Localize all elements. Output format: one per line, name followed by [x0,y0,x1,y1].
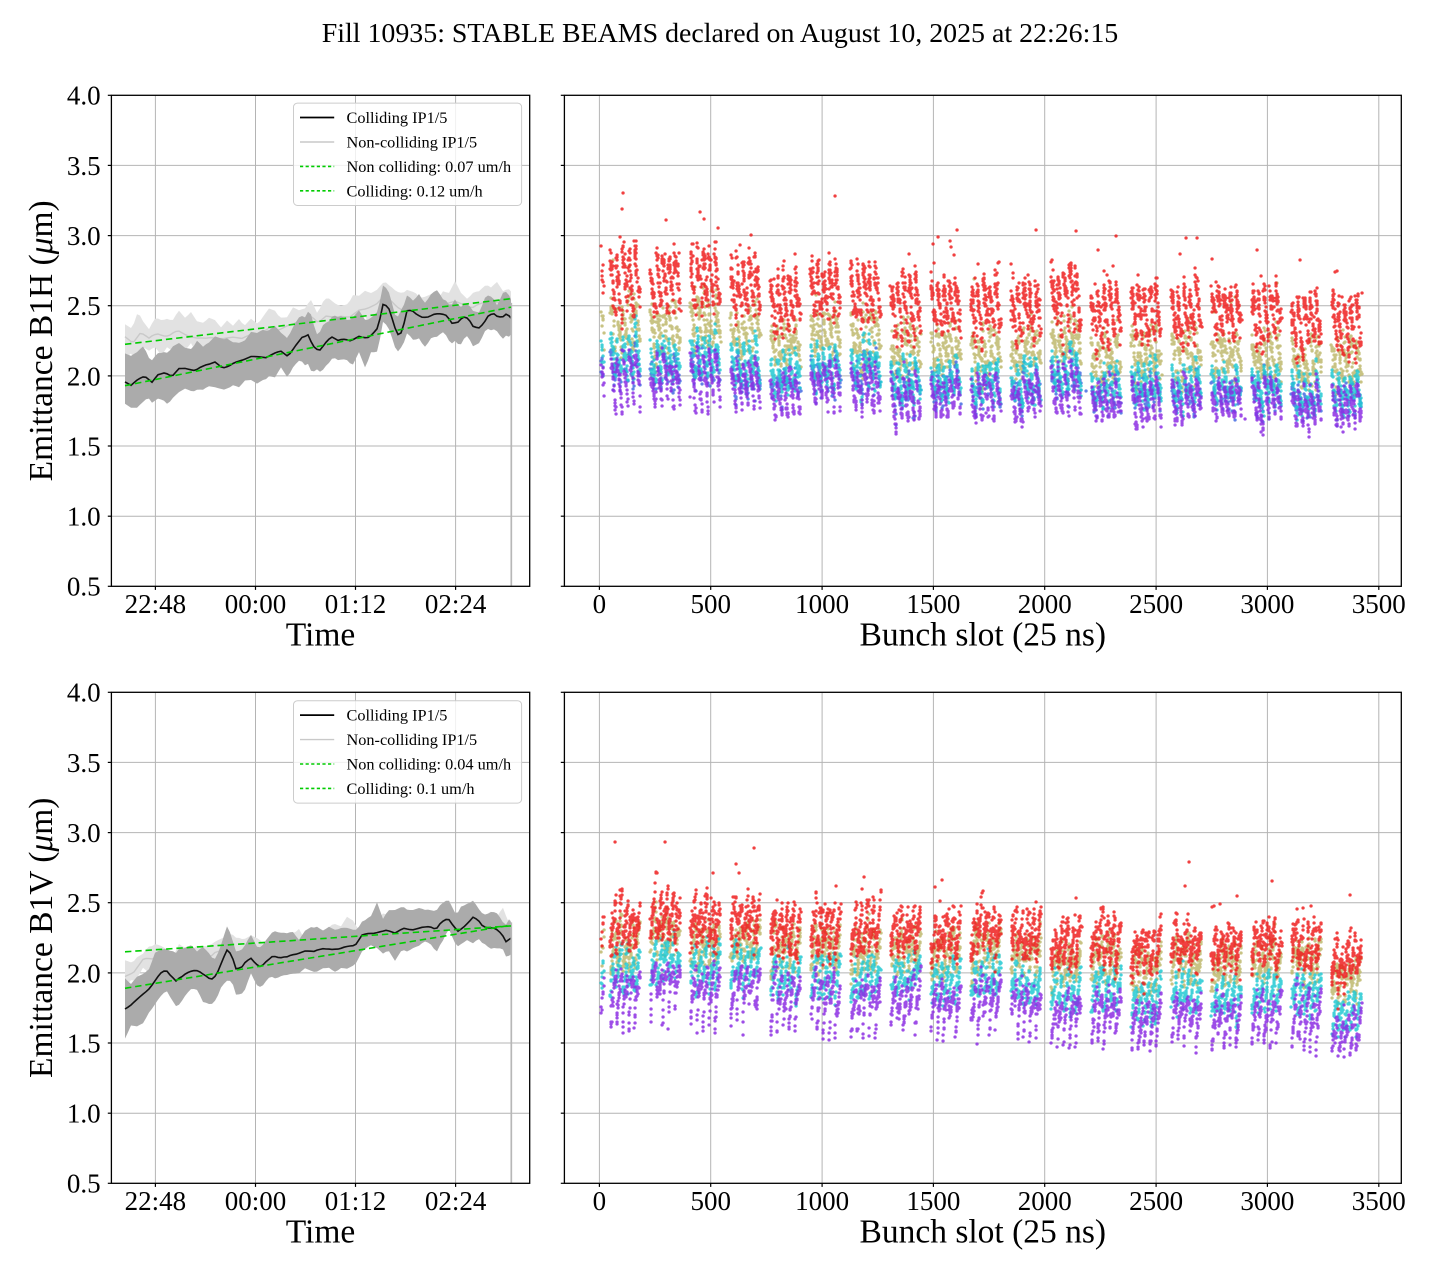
svg-text:3.5: 3.5 [67,748,101,778]
svg-text:2000: 2000 [1018,589,1072,619]
svg-text:Non-colliding IP1/5: Non-colliding IP1/5 [347,730,478,749]
svg-text:01:12: 01:12 [325,589,387,619]
svg-text:500: 500 [690,589,731,619]
svg-text:1.5: 1.5 [67,431,101,461]
svg-text:2500: 2500 [1129,589,1183,619]
svg-text:4.0: 4.0 [67,81,101,111]
svg-text:Non colliding: 0.07 um/h: Non colliding: 0.07 um/h [347,157,512,176]
svg-text:Non-colliding IP1/5: Non-colliding IP1/5 [347,133,478,152]
svg-text:Fill 10935: STABLE BEAMS decla: Fill 10935: STABLE BEAMS declared on Aug… [322,18,1119,49]
svg-text:Emittance B1V (μm): Emittance B1V (μm) [23,798,60,1078]
svg-text:3.0: 3.0 [67,818,101,848]
svg-text:3.5: 3.5 [67,151,101,181]
svg-text:00:00: 00:00 [225,1186,287,1216]
svg-text:02:24: 02:24 [425,589,487,619]
svg-text:0.5: 0.5 [67,1169,101,1199]
svg-text:1.5: 1.5 [67,1028,101,1058]
svg-text:01:12: 01:12 [325,1186,387,1216]
svg-text:22:48: 22:48 [125,589,187,619]
svg-text:2500: 2500 [1129,1186,1183,1216]
svg-text:3500: 3500 [1352,1186,1406,1216]
svg-text:3000: 3000 [1240,589,1294,619]
svg-text:Colliding: 0.12 um/h: Colliding: 0.12 um/h [347,181,483,200]
svg-text:1000: 1000 [795,1186,849,1216]
svg-text:Time: Time [286,617,356,654]
svg-text:22:48: 22:48 [125,1186,187,1216]
svg-text:2.5: 2.5 [67,888,101,918]
svg-text:1500: 1500 [906,1186,960,1216]
svg-text:Colliding IP1/5: Colliding IP1/5 [347,108,448,127]
svg-text:Colliding: 0.1 um/h: Colliding: 0.1 um/h [347,779,475,798]
svg-text:0: 0 [593,589,607,619]
svg-text:1.0: 1.0 [67,1099,101,1129]
svg-text:4.0: 4.0 [67,678,101,708]
svg-text:3000: 3000 [1240,1186,1294,1216]
svg-text:Emittance B1H (μm): Emittance B1H (μm) [23,200,60,481]
svg-text:Non colliding: 0.04 um/h: Non colliding: 0.04 um/h [347,755,512,774]
svg-text:2000: 2000 [1018,1186,1072,1216]
svg-text:02:24: 02:24 [425,1186,487,1216]
svg-text:2.0: 2.0 [67,958,101,988]
svg-text:0: 0 [593,1186,607,1216]
svg-text:00:00: 00:00 [225,589,287,619]
svg-text:0.5: 0.5 [67,572,101,602]
svg-text:2.5: 2.5 [67,291,101,321]
svg-text:3500: 3500 [1352,589,1406,619]
svg-text:1000: 1000 [795,589,849,619]
svg-text:Colliding IP1/5: Colliding IP1/5 [347,706,448,725]
svg-text:2.0: 2.0 [67,361,101,391]
svg-text:1500: 1500 [906,589,960,619]
svg-text:3.0: 3.0 [67,221,101,251]
svg-text:Bunch slot (25 ns): Bunch slot (25 ns) [860,1214,1107,1251]
svg-text:Time: Time [286,1214,356,1251]
svg-text:500: 500 [690,1186,731,1216]
svg-text:Bunch slot (25 ns): Bunch slot (25 ns) [860,617,1107,654]
svg-text:1.0: 1.0 [67,502,101,532]
